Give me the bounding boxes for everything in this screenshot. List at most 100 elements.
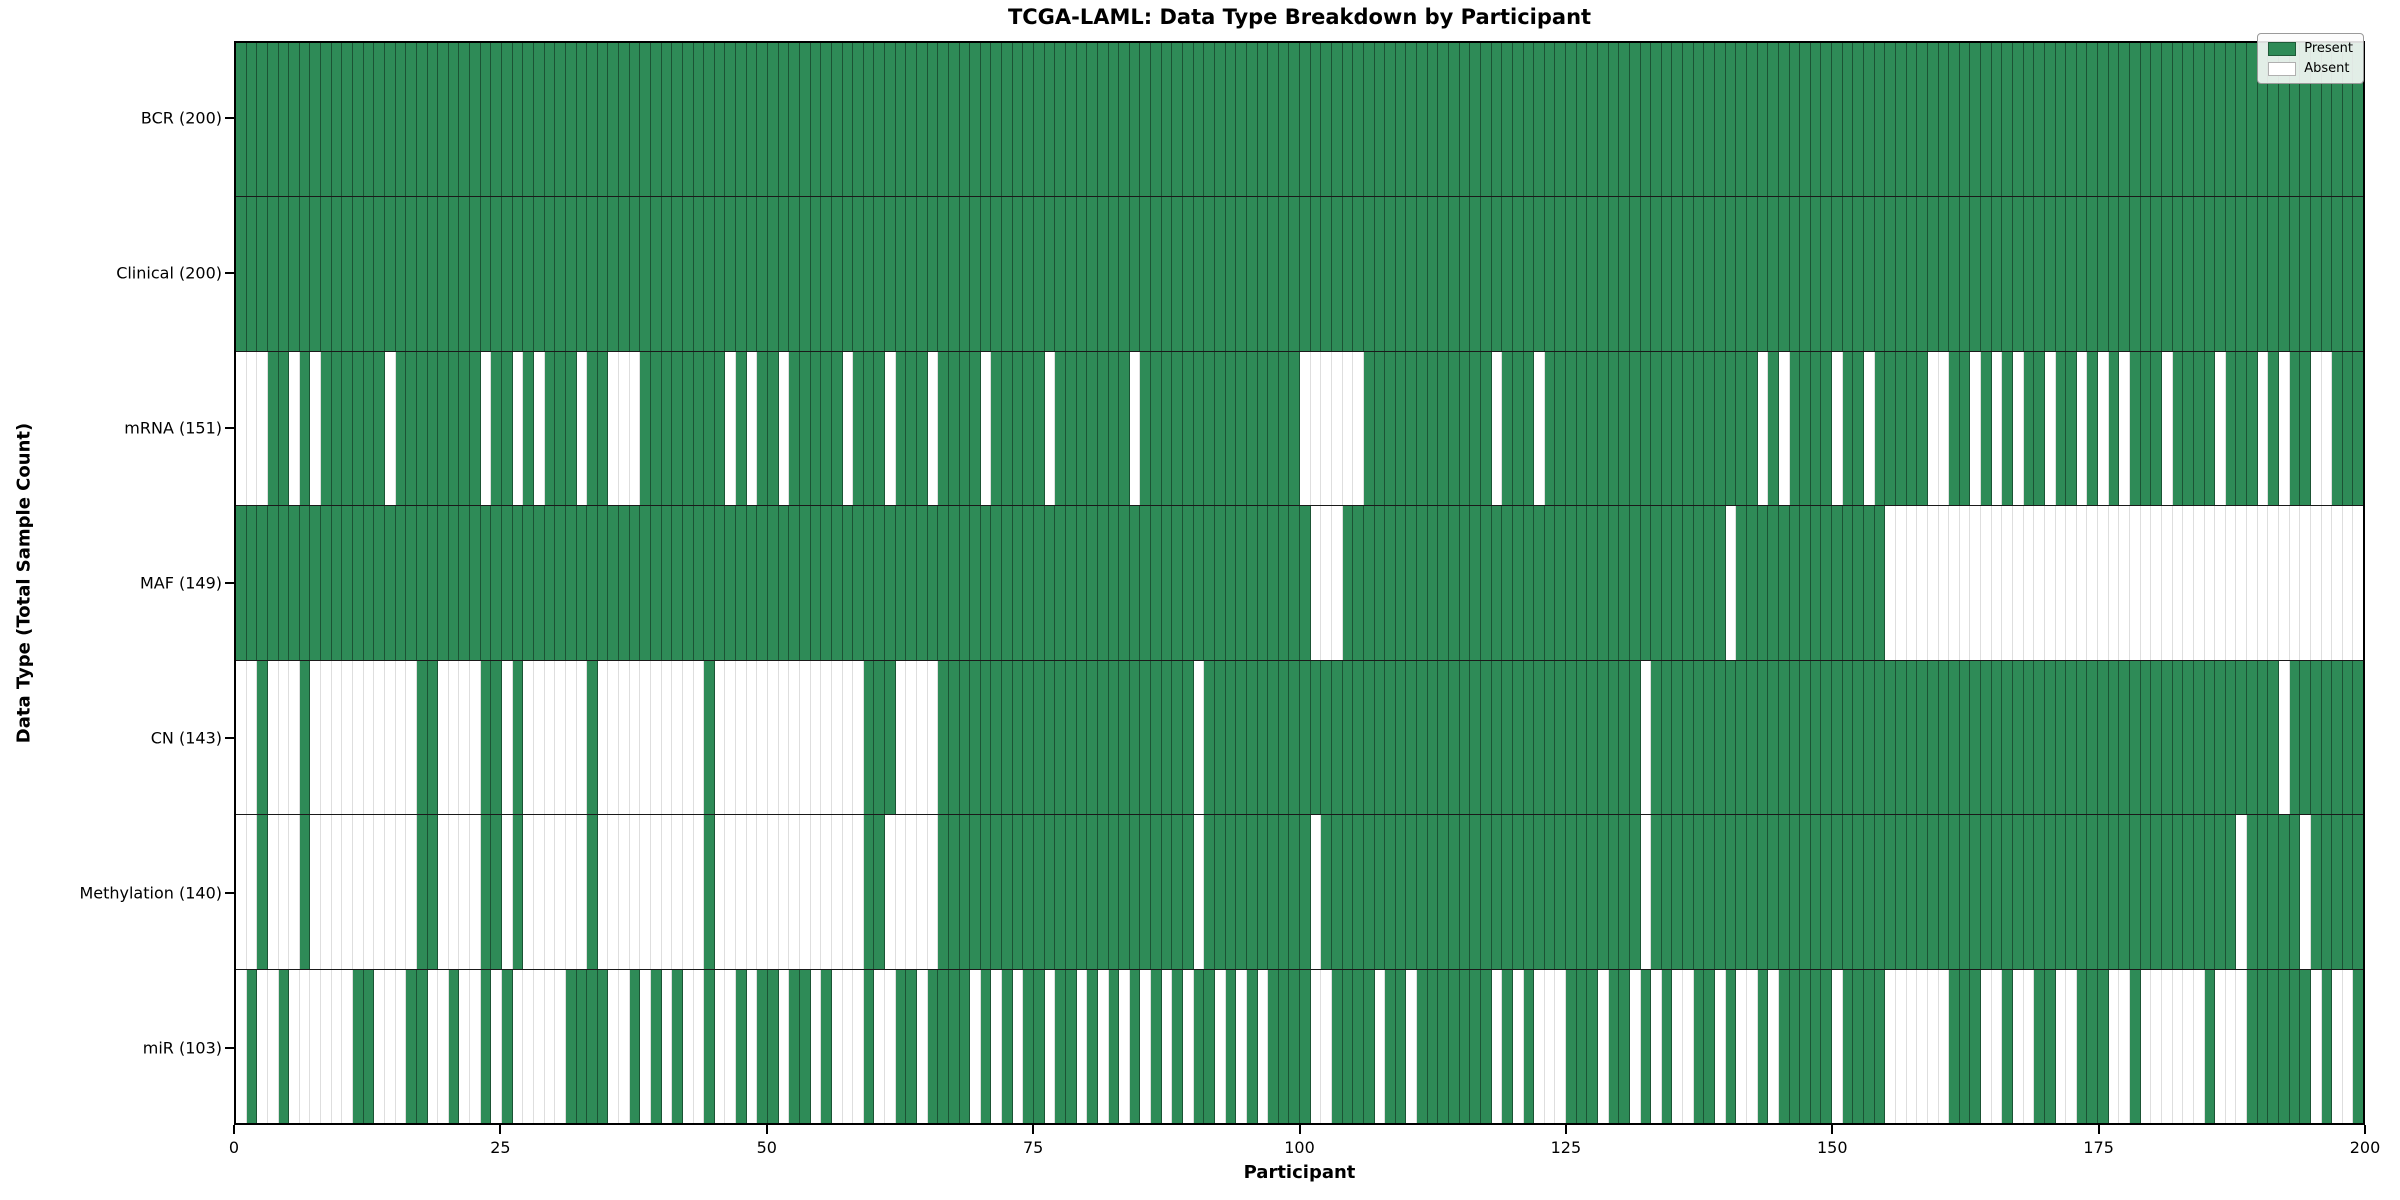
heatmap-cell (480, 43, 492, 197)
heatmap-cell (906, 43, 917, 197)
heatmap-cell (959, 351, 971, 506)
heatmap-cell (1246, 351, 1258, 506)
heatmap-cell (1406, 197, 1418, 351)
heatmap-cell (991, 43, 1003, 197)
heatmap-cell (1895, 506, 1907, 660)
heatmap-cell (2332, 815, 2343, 969)
heatmap-cell (1587, 351, 1598, 506)
heatmap-cell (980, 197, 992, 351)
heatmap-cell (1374, 351, 1386, 506)
heatmap-cell (1629, 969, 1641, 1123)
heatmap-cell (1331, 969, 1343, 1123)
heatmap-cell (1810, 660, 1822, 815)
heatmap-cell (2289, 506, 2301, 660)
heatmap-cell (2257, 815, 2269, 969)
heatmap-cell (1214, 197, 1226, 351)
heatmap-cell (1715, 43, 1726, 197)
heatmap-cell (2321, 43, 2333, 197)
heatmap-cell (1502, 815, 1513, 969)
heatmap-cell (267, 351, 279, 506)
heatmap-cell (1129, 43, 1141, 197)
heatmap-cell (2044, 43, 2056, 197)
heatmap-cell (1012, 197, 1024, 351)
heatmap-cell (427, 815, 439, 969)
heatmap-cell (1885, 660, 1896, 815)
heatmap-cell (2023, 197, 2035, 351)
heatmap-cell (810, 351, 822, 506)
heatmap-cell (1140, 815, 1152, 969)
heatmap-cell (746, 815, 758, 969)
heatmap-cell (1012, 506, 1024, 660)
heatmap-cell (1459, 660, 1471, 815)
heatmap-cell (1172, 197, 1184, 351)
heatmap-cell (1395, 506, 1407, 660)
heatmap-cell (938, 43, 949, 197)
heatmap-cell (948, 815, 960, 969)
heatmap-cell (1353, 197, 1364, 351)
heatmap-cell (2268, 660, 2279, 815)
heatmap-cell (459, 815, 471, 969)
heatmap-cell (768, 351, 779, 506)
x-tick-mark (1032, 1125, 1035, 1134)
heatmap-cell (1810, 969, 1822, 1123)
heatmap-cell (2300, 506, 2311, 660)
heatmap-cell (2247, 969, 2258, 1123)
heatmap-cell (2130, 506, 2141, 660)
heatmap-cell (1789, 506, 1801, 660)
heatmap-cell (1512, 506, 1524, 660)
heatmap-cell (1204, 43, 1215, 197)
heatmap-cell (1661, 506, 1673, 660)
heatmap-cell (1608, 351, 1620, 506)
heatmap-cell (863, 969, 875, 1123)
heatmap-cell (661, 197, 673, 351)
heatmap-cell (1502, 351, 1513, 506)
heatmap-cell (1757, 197, 1769, 351)
heatmap-cell (2066, 197, 2077, 351)
heatmap-cell (1087, 969, 1098, 1123)
heatmap-cell (917, 815, 928, 969)
heatmap-cell (1544, 969, 1556, 1123)
heatmap-cell (299, 197, 311, 351)
heatmap-cell (810, 815, 822, 969)
heatmap-cell (810, 969, 822, 1123)
heatmap-cell (1576, 197, 1588, 351)
heatmap-cell (1534, 815, 1545, 969)
heatmap-cell (2119, 969, 2131, 1123)
heatmap-cell (395, 351, 407, 506)
heatmap-cell (1491, 351, 1503, 506)
heatmap-cell (1651, 660, 1662, 815)
heatmap-cell (1108, 815, 1120, 969)
heatmap-cell (1672, 506, 1684, 660)
heatmap-cell (927, 506, 939, 660)
heatmap-cell (2172, 969, 2184, 1123)
heatmap-cell (1938, 43, 1950, 197)
heatmap-cell (1470, 351, 1481, 506)
x-tick-mark (765, 1125, 768, 1134)
heatmap-cell (1289, 351, 1301, 506)
heatmap-cell (991, 351, 1003, 506)
heatmap-cell (1427, 660, 1439, 815)
heatmap-cell (2055, 660, 2067, 815)
heatmap-cell (353, 43, 364, 197)
heatmap-cell (831, 197, 843, 351)
heatmap-cell (470, 197, 481, 351)
heatmap-cell (970, 351, 981, 506)
heatmap-cell (480, 660, 492, 815)
heatmap-cell (1832, 815, 1843, 969)
heatmap-cell (1034, 969, 1045, 1123)
heatmap-cell (565, 815, 577, 969)
heatmap-cell (672, 197, 683, 351)
heatmap-cell (1502, 506, 1513, 660)
heatmap-cell (799, 506, 811, 660)
heatmap-cell (1672, 660, 1684, 815)
heatmap-cell (342, 197, 354, 351)
heatmap-cell (1470, 506, 1481, 660)
heatmap-cell (1938, 506, 1950, 660)
heatmap-cell (927, 351, 939, 506)
heatmap-cell (2279, 197, 2290, 351)
heatmap-cell (619, 351, 630, 506)
heatmap-cell (1172, 660, 1184, 815)
heatmap-cell (1970, 969, 1982, 1123)
heatmap-cell (1374, 506, 1386, 660)
heatmap-cell (1736, 197, 1747, 351)
